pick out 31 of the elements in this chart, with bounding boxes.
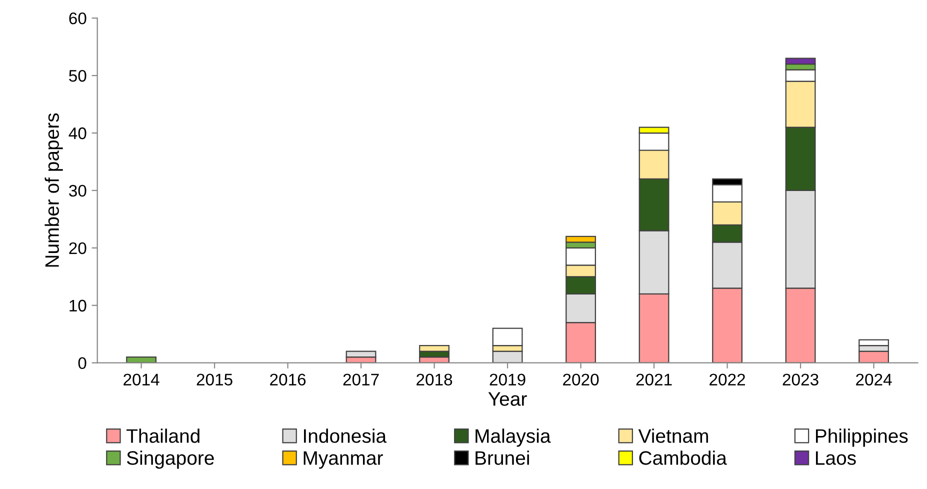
x-tick-label: 2023 — [782, 374, 818, 386]
x-tick-label: 2024 — [856, 374, 892, 386]
y-tick-label: 30 — [69, 184, 86, 197]
x-tick-label: 2015 — [196, 374, 232, 386]
x-tick-label: 2016 — [270, 374, 306, 386]
x-tick-label: 2020 — [563, 374, 599, 386]
y-tick-label: 10 — [70, 300, 86, 312]
y-axis-title: Number of papers — [44, 113, 63, 267]
legend-label: Indonesia — [304, 428, 387, 443]
bar — [126, 356, 156, 363]
x-tick-label: 2014 — [124, 374, 160, 386]
y-tick-label: 40 — [68, 127, 86, 140]
legend-label: Brunei — [476, 450, 529, 465]
legend-label: Cambodia — [639, 450, 727, 465]
x-tick-label: 2018 — [416, 374, 452, 386]
x-tick-label: 2017 — [343, 374, 379, 386]
legend-label: Malaysia — [476, 428, 551, 447]
legend-label: Philippines — [816, 428, 908, 447]
x-tick-label: 2022 — [710, 374, 745, 386]
y-tick-label: 0 — [78, 357, 86, 370]
x-axis-title: Year — [488, 392, 527, 406]
legend-label: Singapore — [126, 450, 214, 469]
y-tick-label: 20 — [69, 242, 86, 254]
legend-label: Laos — [816, 451, 856, 465]
x-tick-label: 2021 — [636, 374, 672, 386]
y-tick-label: 50 — [69, 70, 86, 82]
legend-label: Thailand — [126, 428, 200, 443]
y-tick-label: 60 — [69, 12, 86, 24]
legend-label: Myanmar — [304, 451, 383, 469]
legend-label: Vietnam — [638, 428, 708, 443]
x-tick-label: 2019 — [490, 374, 526, 386]
